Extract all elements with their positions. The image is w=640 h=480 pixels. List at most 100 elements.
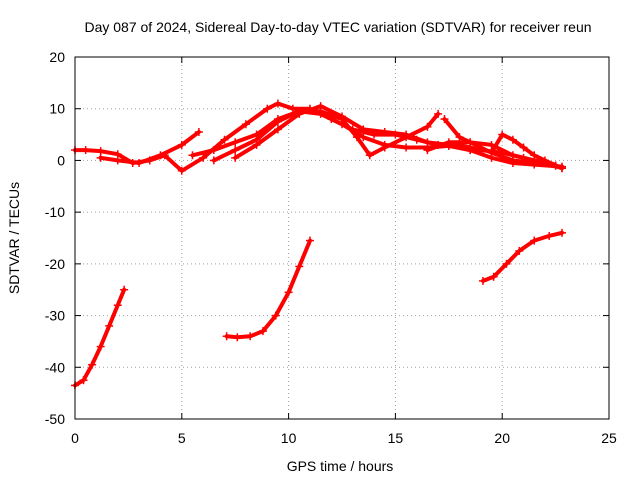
y-tick-label: -40 bbox=[45, 359, 65, 375]
plot-frame bbox=[74, 56, 610, 420]
data-point-arc-8 bbox=[423, 138, 432, 147]
data-point-arc-2 bbox=[284, 288, 293, 297]
data-point-arc-6 bbox=[209, 146, 218, 155]
data-point-arc-3 bbox=[530, 236, 539, 245]
y-tick-label: -50 bbox=[45, 411, 65, 427]
data-point-arc-7 bbox=[352, 133, 361, 142]
data-point-arc-9 bbox=[440, 115, 449, 124]
data-point-arc-5 bbox=[135, 159, 144, 168]
series-arc-3 bbox=[481, 230, 564, 283]
data-point-arc-3 bbox=[489, 272, 498, 281]
data-series bbox=[71, 99, 567, 390]
x-tick-label: 0 bbox=[71, 430, 79, 446]
x-tick-label: 15 bbox=[388, 430, 404, 446]
data-point-arc-4 bbox=[177, 166, 186, 175]
data-point-arc-8 bbox=[295, 109, 304, 118]
series-arc-1 bbox=[73, 287, 127, 388]
data-point-arc-7 bbox=[273, 117, 282, 126]
data-point-arc-2 bbox=[233, 333, 242, 342]
data-point-arc-2 bbox=[295, 262, 304, 271]
data-point-arc-7 bbox=[380, 143, 389, 152]
data-point-arc-5 bbox=[156, 151, 165, 160]
data-point-arc-1 bbox=[105, 321, 114, 330]
axis-ticks: 0 5 10 15 20 25 20 10 0 -10 -20 -30 -40 -50 bbox=[45, 49, 617, 446]
data-point-arc-7 bbox=[231, 146, 240, 155]
y-axis-label: SDTVAR / TECUs bbox=[6, 182, 22, 294]
data-point-arc-1 bbox=[96, 342, 105, 351]
data-point-arc-10 bbox=[498, 130, 507, 139]
data-point-arc-2 bbox=[246, 332, 255, 341]
data-point-arc-2 bbox=[222, 332, 231, 341]
data-point-arc-8 bbox=[466, 146, 475, 155]
data-point-arc-11 bbox=[487, 140, 496, 149]
data-point-arc-11 bbox=[466, 138, 475, 147]
data-point-arc-4 bbox=[220, 135, 229, 144]
x-axis-label: GPS time / hours bbox=[287, 458, 394, 474]
data-point-arc-4 bbox=[81, 146, 90, 155]
data-point-arc-8 bbox=[316, 102, 325, 111]
data-point-arc-6 bbox=[231, 138, 240, 147]
data-point-arc-10 bbox=[508, 135, 517, 144]
data-point-arc-6 bbox=[402, 143, 411, 152]
data-point-arc-8 bbox=[380, 127, 389, 136]
data-point-arc-1 bbox=[79, 376, 88, 385]
y-tick-label: 10 bbox=[49, 101, 65, 117]
data-point-arc-8 bbox=[231, 153, 240, 162]
data-point-arc-3 bbox=[502, 259, 511, 268]
data-point-arc-7 bbox=[209, 156, 218, 165]
data-point-arc-3 bbox=[545, 231, 554, 240]
data-point-arc-6 bbox=[188, 151, 197, 160]
data-point-arc-3 bbox=[478, 276, 487, 285]
series-arc-8 bbox=[233, 104, 564, 169]
data-point-arc-8 bbox=[359, 125, 368, 134]
x-tick-label: 5 bbox=[178, 430, 186, 446]
data-point-arc-4 bbox=[273, 99, 282, 108]
data-point-arc-9 bbox=[455, 133, 464, 142]
data-point-arc-1 bbox=[113, 301, 122, 310]
y-tick-label: -20 bbox=[45, 256, 65, 272]
data-point-arc-8 bbox=[402, 130, 411, 139]
chart-title: Day 087 of 2024, Sidereal Day-to-day VTE… bbox=[84, 19, 591, 35]
data-point-arc-4 bbox=[96, 147, 105, 156]
data-point-arc-11 bbox=[551, 161, 560, 170]
x-tick-label: 20 bbox=[494, 430, 510, 446]
data-point-arc-8 bbox=[273, 125, 282, 134]
data-point-arc-7 bbox=[365, 151, 374, 160]
data-point-arc-8 bbox=[252, 140, 261, 149]
x-tick-label: 10 bbox=[281, 430, 297, 446]
y-tick-label: 0 bbox=[57, 152, 65, 168]
data-point-arc-11 bbox=[530, 156, 539, 165]
data-point-arc-11 bbox=[423, 146, 432, 155]
data-point-arc-5 bbox=[194, 127, 203, 136]
data-point-arc-5 bbox=[177, 140, 186, 149]
data-point-arc-10 bbox=[558, 164, 567, 173]
data-point-arc-4 bbox=[288, 104, 297, 113]
data-point-arc-10 bbox=[519, 143, 528, 152]
y-tick-label: -30 bbox=[45, 308, 65, 324]
y-tick-label: -10 bbox=[45, 204, 65, 220]
data-point-arc-7 bbox=[434, 109, 443, 118]
x-tick-label: 25 bbox=[601, 430, 617, 446]
data-point-arc-4 bbox=[263, 104, 272, 113]
data-point-arc-8 bbox=[338, 112, 346, 121]
data-point-arc-5 bbox=[113, 156, 122, 165]
series-arc-5 bbox=[98, 130, 201, 165]
data-point-arc-1 bbox=[120, 285, 129, 294]
data-point-arc-11 bbox=[508, 151, 517, 160]
data-point-arc-3 bbox=[558, 228, 567, 237]
data-point-arc-4 bbox=[241, 120, 250, 129]
grid-lines bbox=[75, 57, 609, 419]
data-point-arc-1 bbox=[88, 360, 97, 369]
series-arc-2 bbox=[224, 238, 312, 340]
data-point-arc-7 bbox=[423, 122, 432, 131]
data-point-arc-5 bbox=[96, 153, 105, 162]
data-point-arc-10 bbox=[487, 148, 496, 157]
data-point-arc-4 bbox=[199, 153, 208, 162]
data-point-arc-2 bbox=[258, 327, 267, 336]
data-point-arc-3 bbox=[515, 246, 524, 255]
data-point-arc-2 bbox=[271, 311, 280, 320]
data-point-arc-11 bbox=[444, 138, 453, 147]
data-point-arc-2 bbox=[305, 236, 314, 245]
y-tick-label: 20 bbox=[49, 49, 65, 65]
